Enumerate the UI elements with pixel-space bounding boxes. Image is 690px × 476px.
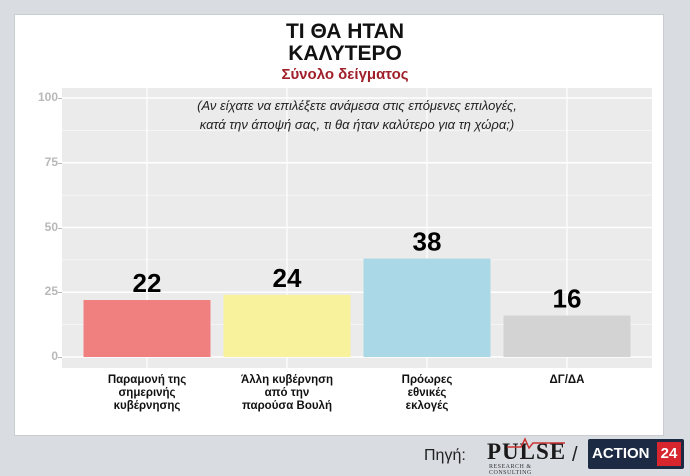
y-tick-label: 75	[44, 154, 58, 169]
x-category-label-line: κυβέρνησης	[113, 400, 181, 412]
x-category-label-line: Πρόωρες	[401, 374, 453, 386]
y-tick-label: 25	[44, 284, 58, 299]
bar-2	[223, 294, 351, 357]
y-tick-mark	[58, 227, 62, 229]
y-tick-label: 50	[44, 219, 58, 234]
y-tick-mark	[58, 292, 62, 294]
x-category-label-2: Άλλη κυβέρνηση από την παρούσα Βουλή	[217, 374, 357, 413]
bar-4	[503, 315, 631, 357]
bar-1	[83, 300, 211, 357]
x-category-label-1: Παραμονή της σημερινής κυβέρνησης	[77, 374, 217, 413]
question-line1: (Αν είχατε να επιλέξετε ανάμεσα στις επό…	[197, 98, 517, 113]
y-tick-mark	[58, 162, 62, 164]
bar-value-label-2: 24	[273, 263, 302, 293]
pulse-logo: PULSE RESEARCH & CONSULTING	[487, 437, 565, 476]
bar-chart: 22 24 38 16	[62, 88, 652, 368]
y-tick-mark	[58, 98, 62, 99]
chart-subtitle: Σύνολο δείγματος	[281, 66, 409, 83]
chart-title-line1: ΤΙ ΘΑ ΗΤΑΝ	[285, 20, 405, 43]
action24-logo-number: 24	[657, 442, 681, 466]
x-category-label-4: ΔΓ/ΔΑ	[497, 374, 637, 387]
source-label: Πηγή:	[424, 447, 466, 464]
source-separator: /	[572, 444, 578, 466]
y-tick-label: 0	[51, 349, 58, 363]
bar-value-label-3: 38	[413, 227, 442, 257]
footer: Πηγή: PULSE RESEARCH & CONSULTING / ACTI…	[0, 434, 690, 476]
x-category-label-line: παρούσα Βουλή	[242, 400, 332, 412]
pulse-wave-icon	[507, 437, 565, 449]
question-text: (Αν είχατε να επιλέξετε ανάμεσα στις επό…	[62, 96, 652, 134]
y-tick-mark	[58, 357, 62, 358]
action24-logo-word: ACTION	[592, 445, 650, 462]
x-category-label-line: εκλογές	[405, 400, 449, 412]
chart-title-line2: ΚΑΛΥΤΕΡΟ	[288, 42, 402, 65]
action24-logo: ACTION 24	[588, 439, 684, 469]
x-category-label-line: Άλλη κυβέρνηση	[240, 374, 334, 386]
bar-value-label-1: 22	[133, 268, 162, 298]
x-category-label-line: εθνικές	[407, 387, 447, 399]
x-category-label-line: από την	[264, 387, 310, 399]
x-category-label-line: σημερινής	[118, 387, 176, 399]
pulse-logo-sub: RESEARCH & CONSULTING	[489, 464, 532, 476]
plot-area: 22 24 38 16	[62, 88, 652, 368]
bar-value-label-4: 16	[553, 284, 582, 314]
x-category-label-line: Παραμονή της	[107, 374, 187, 386]
x-category-label-3: Πρόωρες εθνικές εκλογές	[357, 374, 497, 413]
question-line2: κατά την άποψή σας, τι θα ήταν καλύτερο …	[199, 117, 515, 132]
bar-3	[363, 258, 491, 357]
x-category-label-line: ΔΓ/ΔΑ	[549, 374, 585, 386]
y-tick-label: 100	[37, 90, 58, 104]
